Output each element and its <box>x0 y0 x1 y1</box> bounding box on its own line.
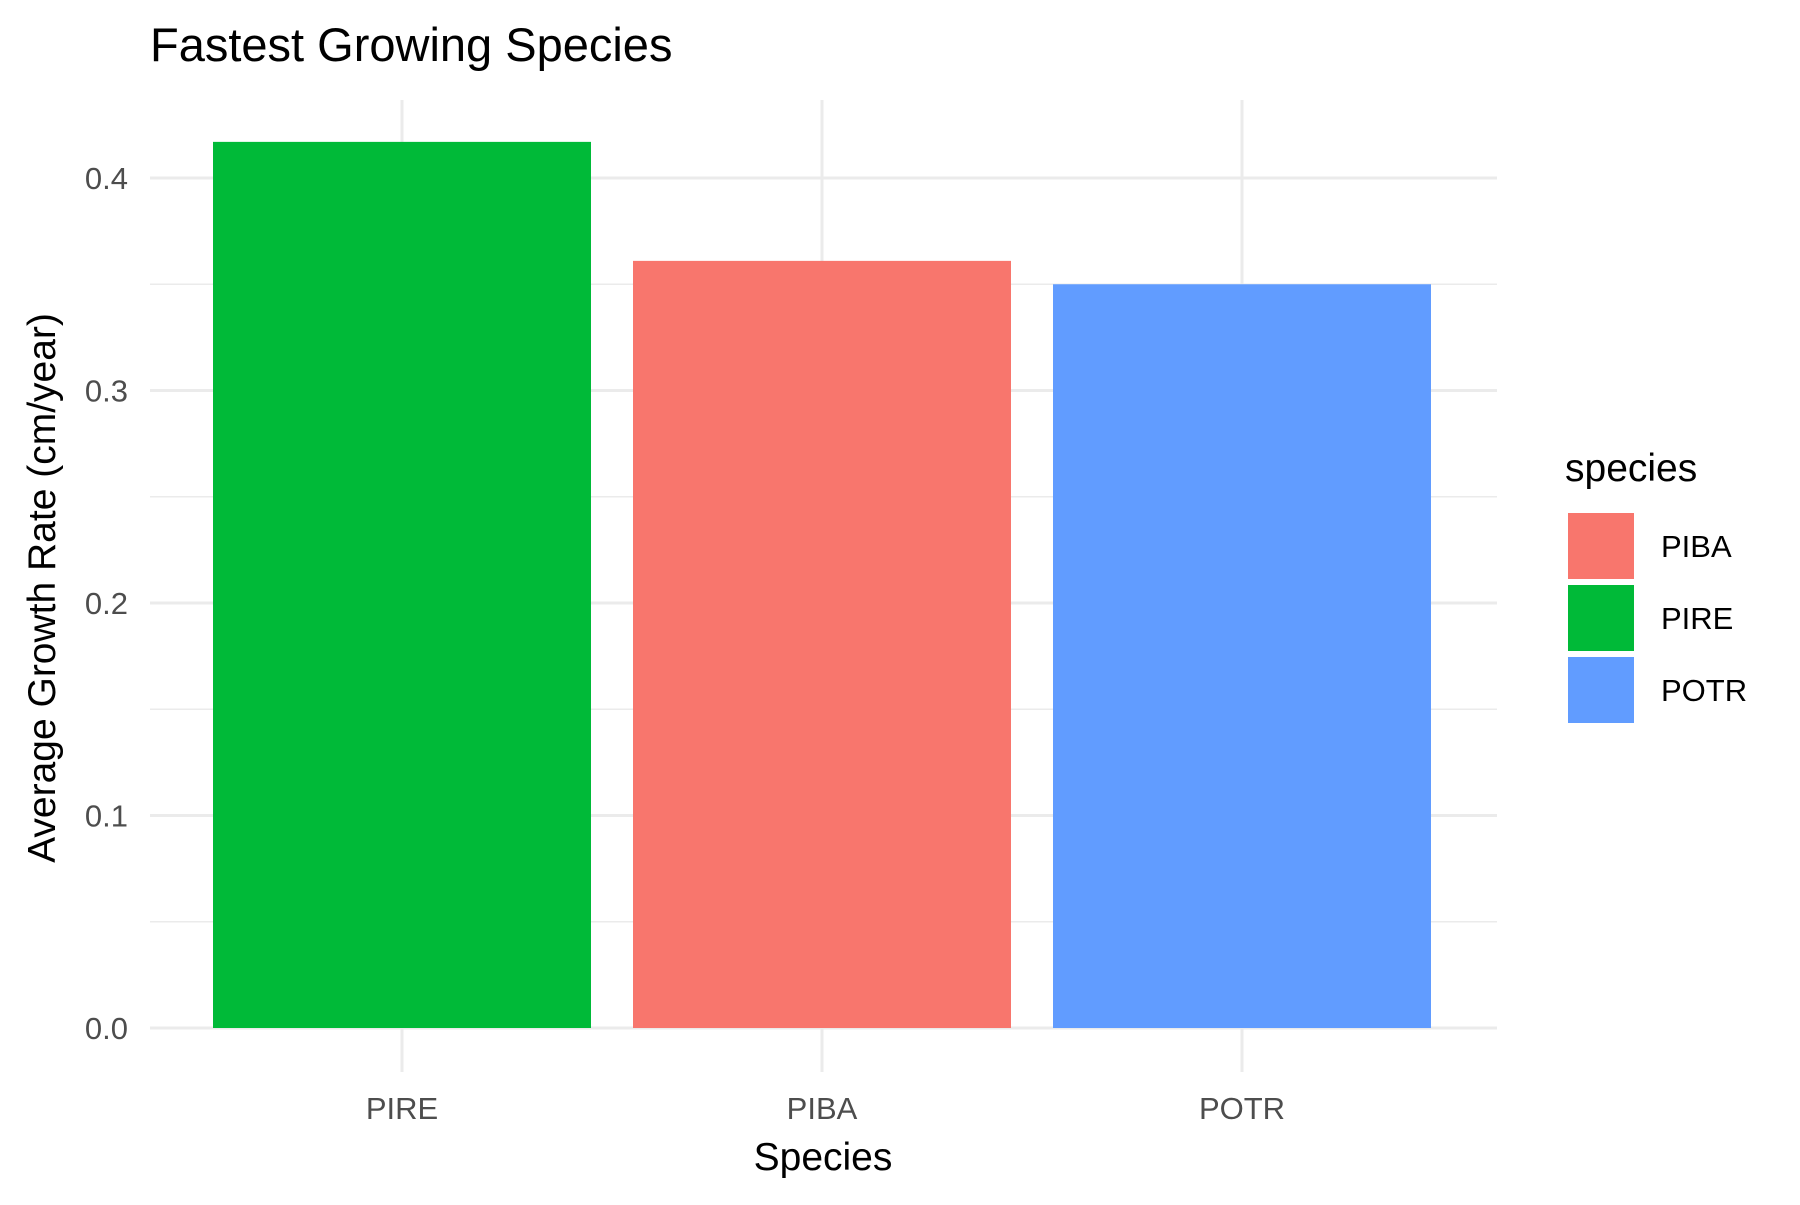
legend-key-potr <box>1568 657 1634 723</box>
y-axis-title: Average Growth Rate (cm/year) <box>21 313 64 863</box>
legend-label-piba: PIBA <box>1661 529 1732 564</box>
bars <box>213 141 1431 1028</box>
legend-title: species <box>1565 447 1697 490</box>
bar-piba <box>633 260 1011 1028</box>
y-tick-label: 0.2 <box>85 586 128 621</box>
legend-label-potr: POTR <box>1661 673 1747 708</box>
x-tick-label: PIBA <box>787 1091 858 1126</box>
legend-key-pire <box>1568 585 1634 651</box>
bar-potr <box>1053 284 1431 1028</box>
x-tick-label: PIRE <box>366 1091 438 1126</box>
y-tick-label: 0.4 <box>85 161 128 196</box>
legend-items: PIBA PIRE POTR <box>1568 513 1747 723</box>
x-tick-labels: PIRE PIBA POTR <box>366 1091 1285 1126</box>
legend: species PIBA PIRE POTR <box>1565 447 1747 723</box>
y-tick-label: 0.3 <box>85 374 128 409</box>
x-axis-title: Species <box>754 1136 893 1179</box>
y-tick-label: 0.1 <box>85 799 128 834</box>
y-tick-label: 0.0 <box>85 1011 128 1046</box>
x-tick-label: POTR <box>1199 1091 1285 1126</box>
legend-key-piba <box>1568 513 1634 579</box>
legend-label-pire: PIRE <box>1661 601 1733 636</box>
chart-title: Fastest Growing Species <box>150 18 672 71</box>
y-tick-labels: 0.0 0.1 0.2 0.3 0.4 <box>85 161 128 1046</box>
bar-pire <box>213 141 591 1028</box>
